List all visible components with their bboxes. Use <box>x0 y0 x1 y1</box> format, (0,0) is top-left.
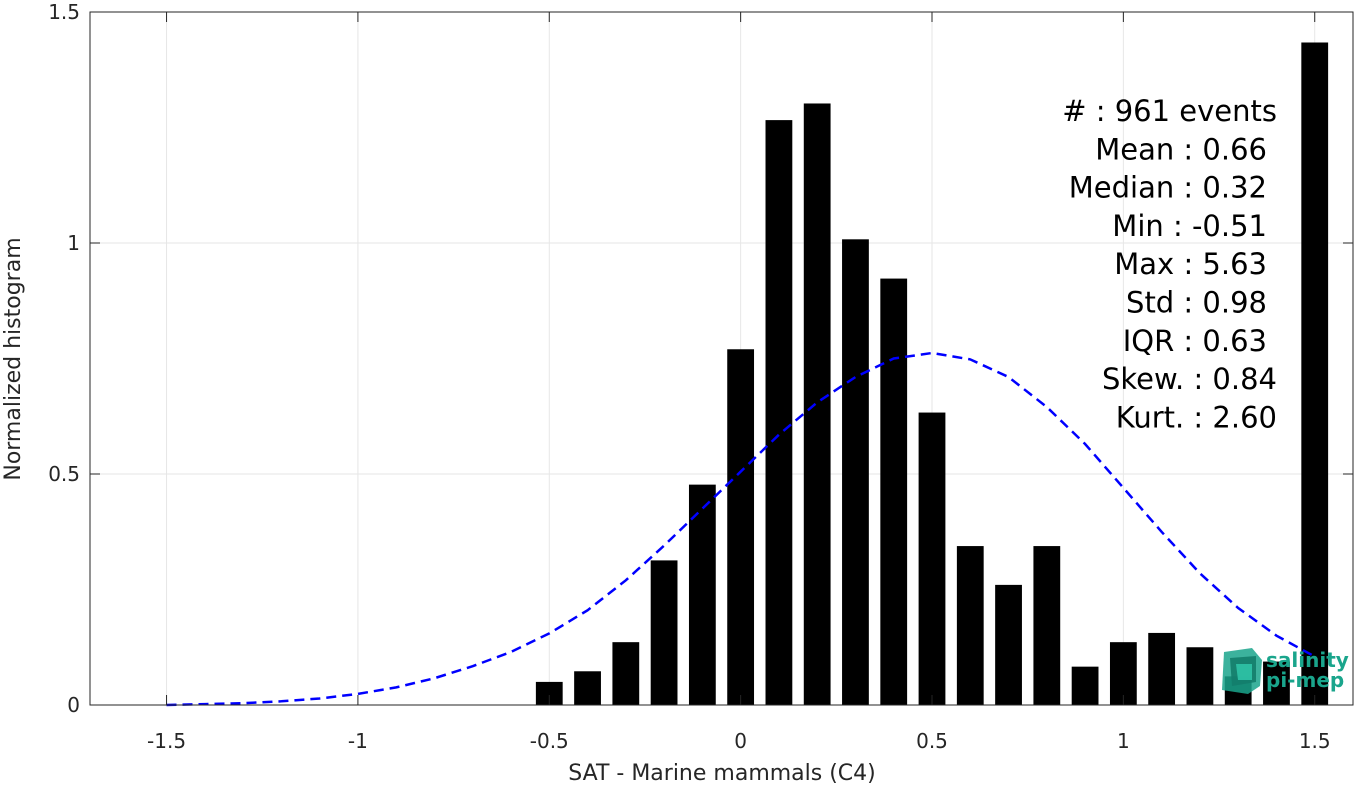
salinity-pi-mep-logo: salinity pi-mep <box>1222 648 1349 694</box>
x-tick-label: 1 <box>1117 729 1130 753</box>
histogram-bar <box>650 560 678 705</box>
histogram-bar <box>535 681 563 705</box>
histogram-bar <box>1186 647 1214 705</box>
logo-line1: salinity <box>1266 648 1349 672</box>
y-tick-label: 1 <box>67 231 80 255</box>
x-tick-label: -1.5 <box>147 729 186 753</box>
stat-line: Min : -0.51 <box>1112 209 1267 243</box>
stat-line: IQR : 0.63 <box>1123 324 1267 358</box>
y-axis-title: Normalized histogram <box>1 237 26 480</box>
histogram-bar <box>1109 642 1137 705</box>
histogram-bar <box>803 103 831 705</box>
histogram-bar <box>918 412 946 705</box>
x-axis-title: SAT - Marine mammals (C4) <box>568 761 876 785</box>
stat-line: Median : 0.32 <box>1069 171 1267 205</box>
histogram-bar <box>612 642 640 705</box>
axis-tick-labels: -1.5 -1 -0.5 0 0.5 1 1.5 0 0.5 1 1.5 <box>48 0 1330 753</box>
stat-line: Skew. : 0.84 <box>1102 362 1277 396</box>
y-tick-label: 1.5 <box>48 0 80 24</box>
axes-box <box>89 11 1354 706</box>
histogram-bar <box>1263 661 1290 705</box>
histogram-bars <box>535 42 1329 705</box>
stat-line: Mean : 0.66 <box>1095 132 1267 166</box>
histogram-bar <box>1301 42 1329 705</box>
logo-line2: pi-mep <box>1266 668 1344 692</box>
stat-line: Kurt. : 2.60 <box>1116 400 1277 434</box>
statistics-annotation: # : 961 events Mean : 0.66 Median : 0.32 Mi… <box>1062 94 1277 434</box>
histogram-bar <box>688 484 716 705</box>
histogram-bar <box>765 120 793 705</box>
histogram-bar <box>956 546 984 705</box>
stat-line: Std : 0.98 <box>1126 286 1267 320</box>
histogram-bar <box>1033 546 1061 705</box>
normal-fit-curve <box>166 351 1316 707</box>
x-tick-label: 1.5 <box>1299 729 1331 753</box>
stat-line: Max : 5.63 <box>1114 247 1267 281</box>
x-tick-label: -0.5 <box>530 729 569 753</box>
x-tick-label: -1 <box>348 729 368 753</box>
histogram-bar <box>880 278 908 705</box>
histogram-bar <box>842 239 869 705</box>
stat-line: # : 961 events <box>1062 94 1277 128</box>
histogram-bar <box>1071 666 1099 705</box>
y-tick-label: 0 <box>67 693 80 717</box>
logo-mark-icon <box>1222 648 1262 694</box>
histogram-bar <box>995 584 1022 705</box>
x-tick-label: 0.5 <box>916 729 948 753</box>
y-tick-label: 0.5 <box>48 462 80 486</box>
x-tick-label: 0 <box>734 729 747 753</box>
histogram-bar <box>574 671 601 705</box>
axis-ticks <box>90 11 1353 706</box>
histogram-bar <box>727 349 755 705</box>
histogram-bar <box>1148 632 1176 705</box>
